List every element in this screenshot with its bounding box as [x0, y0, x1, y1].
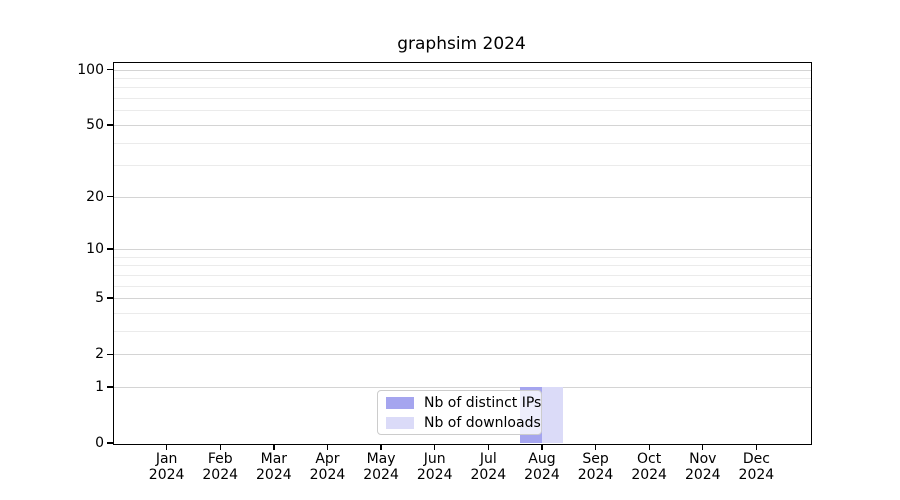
x-tick-mark: [755, 444, 758, 450]
x-tick-label: Jun 2024: [416, 451, 453, 483]
x-tick-mark: [487, 444, 489, 450]
x-tick-mark: [219, 444, 221, 450]
y-tick-mark: [107, 69, 113, 71]
minor-gridline: [114, 98, 811, 100]
y-tick-label: 2: [95, 346, 104, 363]
x-tick-mark: [594, 444, 597, 450]
legend-label-distinct-ips: Nb of distinct IPs: [424, 394, 542, 411]
x-tick-label: Aug 2024: [524, 451, 560, 483]
minor-gridline: [114, 274, 811, 276]
y-tick-mark: [107, 196, 113, 198]
major-gridline: [114, 196, 811, 198]
minor-gridline: [114, 78, 811, 80]
y-tick-label: 50: [86, 116, 104, 133]
x-tick-label: Jan 2024: [148, 451, 185, 483]
x-tick-label: Sep 2024: [577, 451, 614, 483]
y-tick-mark: [107, 353, 113, 355]
x-tick-mark: [380, 444, 382, 450]
x-tick-mark: [648, 444, 650, 450]
legend-swatch-distinct-ips-icon: [386, 396, 414, 409]
x-tick-mark: [434, 444, 436, 450]
legend-swatch-downloads-icon: [386, 416, 414, 429]
major-gridline: [114, 124, 811, 126]
y-tick-mark: [107, 248, 113, 250]
x-tick-mark: [273, 444, 275, 450]
legend-item-distinct-ips: Nb of distinct IPs: [386, 395, 541, 411]
minor-gridline: [114, 256, 811, 258]
x-tick-mark: [702, 444, 704, 450]
minor-gridline: [114, 265, 811, 267]
x-tick-label: Mar 2024: [256, 451, 292, 483]
y-tick-label: 100: [77, 61, 104, 78]
bar-downloads: [541, 386, 564, 443]
x-tick-mark: [166, 444, 168, 450]
major-gridline: [114, 386, 811, 388]
legend: Nb of distinct IPs Nb of downloads: [377, 390, 542, 435]
x-tick-label: Feb 2024: [202, 451, 239, 483]
x-tick-label: May 2024: [363, 451, 399, 483]
x-tick-label: Nov 2024: [684, 451, 721, 483]
y-tick-mark: [107, 297, 113, 299]
minor-gridline: [114, 110, 811, 112]
x-tick-label: Oct 2024: [631, 451, 667, 483]
y-tick-label: 0: [95, 435, 104, 451]
chart-title: graphsim 2024: [397, 34, 526, 54]
minor-gridline: [114, 312, 811, 314]
y-tick-label: 5: [95, 290, 104, 307]
major-gridline: [114, 298, 811, 300]
minor-gridline: [114, 165, 811, 167]
minor-gridline: [114, 87, 811, 89]
legend-item-downloads: Nb of downloads: [386, 415, 541, 431]
y-tick-mark: [107, 124, 113, 126]
major-gridline: [114, 69, 811, 71]
y-tick-label: 20: [86, 188, 104, 205]
minor-gridline: [114, 142, 811, 144]
y-tick-label: 1: [95, 378, 104, 395]
x-tick-label: Dec 2024: [738, 451, 775, 483]
y-tick-label: 10: [86, 241, 104, 257]
y-tick-mark: [107, 442, 113, 444]
x-tick-mark: [326, 444, 329, 450]
x-tick-label: Jul 2024: [470, 451, 507, 483]
y-tick-mark: [107, 386, 113, 388]
x-tick-label: Apr 2024: [309, 451, 346, 483]
minor-gridline: [114, 285, 811, 287]
plot-area: Nb of distinct IPs Nb of downloads: [113, 62, 812, 445]
major-gridline: [114, 249, 811, 250]
x-tick-mark: [541, 444, 543, 450]
major-gridline: [114, 354, 811, 356]
legend-label-downloads: Nb of downloads: [424, 414, 541, 431]
minor-gridline: [114, 330, 811, 332]
